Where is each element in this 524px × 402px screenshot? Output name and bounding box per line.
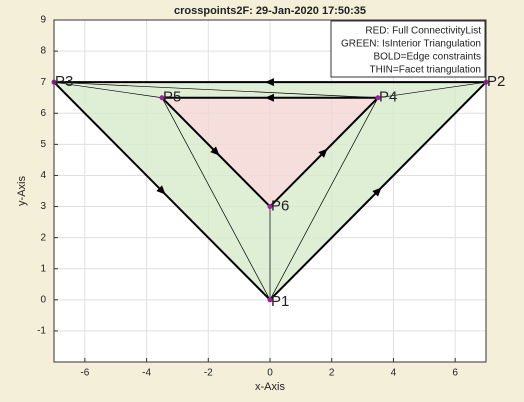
legend-entry: BOLD=Edge constraints — [373, 52, 481, 63]
y-tick-label: 9 — [40, 15, 46, 26]
y-tick-label: 1 — [40, 263, 46, 274]
arrowhead — [210, 146, 220, 156]
interior-triangle — [54, 82, 486, 98]
x-tick-label: 0 — [267, 368, 273, 379]
x-axis-label: x-Axis — [255, 381, 285, 393]
point-label: P4 — [379, 89, 397, 106]
point-label: P1 — [271, 293, 289, 310]
legend-entry: THIN=Facet triangulation — [370, 65, 481, 76]
x-tick-label: -6 — [80, 368, 89, 379]
y-tick-label: 2 — [40, 232, 46, 243]
arrowhead — [265, 93, 274, 102]
y-axis-label: y-Axis — [16, 176, 28, 206]
x-tick-label: 2 — [329, 368, 335, 379]
point-marker — [267, 297, 273, 303]
y-tick-label: 5 — [40, 139, 46, 150]
y-tick-label: 3 — [40, 201, 46, 212]
x-tick-label: -4 — [142, 368, 151, 379]
arrowhead — [318, 148, 328, 158]
y-tick-label: 6 — [40, 108, 46, 119]
point-label: P2 — [487, 73, 505, 90]
y-tick-label: 8 — [40, 46, 46, 57]
point-marker — [267, 204, 273, 210]
plot-layer: P1 P2 P3 P4 P5 P6 — [51, 19, 505, 362]
legend-box — [330, 20, 486, 78]
point-label: P6 — [271, 198, 289, 215]
facet-edge — [269, 97, 379, 300]
y-tick-label: 7 — [40, 77, 46, 88]
arrowhead — [156, 185, 166, 195]
connectivity-triangle — [162, 97, 378, 207]
facet-edge — [161, 97, 271, 300]
arrowhead — [265, 78, 274, 87]
legend-entry: RED: Full ConnectivityList — [365, 26, 481, 37]
facet-edge — [53, 81, 163, 99]
point-label: P5 — [163, 89, 181, 106]
y-tick-label: 0 — [40, 294, 46, 305]
arrowhead — [372, 187, 382, 197]
legend-entry: GREEN: IsInterior Triangulation — [341, 39, 481, 50]
x-tick-label: 6 — [452, 368, 458, 379]
x-tick-label: 4 — [391, 368, 397, 379]
chart-title: crosspoints2F: 29-Jan-2020 17:50:35 — [174, 5, 366, 17]
point-marker — [375, 95, 381, 101]
facet-edge — [53, 81, 379, 99]
y-tick-label: -1 — [37, 326, 46, 337]
point-label: P3 — [55, 73, 73, 90]
facet-edge — [377, 81, 487, 99]
point-marker — [159, 95, 165, 101]
x-tick-label: -2 — [204, 368, 213, 379]
y-tick-label: 4 — [40, 170, 46, 181]
